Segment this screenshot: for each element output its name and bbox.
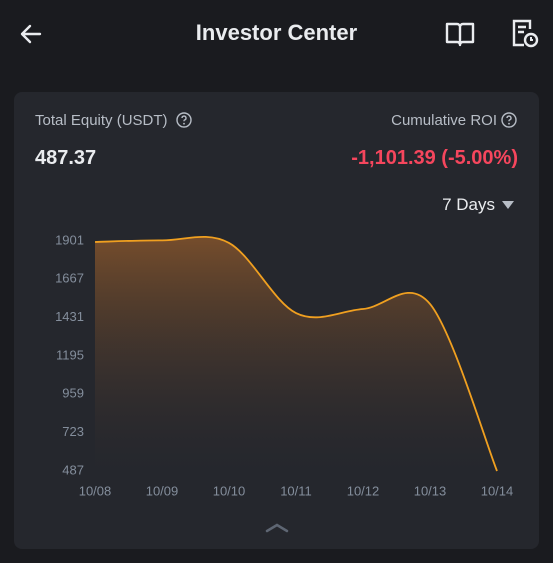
page-title: Investor Center [195, 20, 358, 45]
x-tick-label: 10/14 [481, 483, 514, 498]
history-icon[interactable] [510, 17, 540, 49]
x-tick-label: 10/08 [79, 483, 112, 498]
y-tick-label: 1667 [55, 270, 84, 285]
y-tick-label: 1901 [55, 232, 84, 247]
area [95, 236, 497, 471]
expand-chevron[interactable] [264, 522, 290, 534]
guide-icon[interactable] [444, 18, 476, 50]
x-tick-label: 10/12 [347, 483, 380, 498]
x-tick-label: 10/11 [280, 483, 312, 498]
help-icon[interactable] [175, 111, 193, 129]
y-tick-label: 1195 [56, 347, 84, 362]
period-selector[interactable]: 7 Days [442, 195, 495, 214]
roi-label: Cumulative ROI [391, 112, 497, 129]
back-button[interactable] [16, 19, 46, 49]
equity-value: 487.37 [35, 147, 97, 169]
y-tick-label: 959 [62, 386, 84, 401]
y-tick-label: 1431 [55, 309, 84, 324]
roi-value: -1,101.39 (-5.00%) [351, 147, 518, 169]
line [94, 236, 498, 472]
x-tick-label: 10/09 [146, 483, 179, 498]
dropdown-arrow[interactable] [501, 200, 515, 210]
help-icon[interactable] [500, 111, 518, 129]
equity-label: Total Equity (USDT) [35, 112, 168, 129]
y-tick-label: 487 [62, 462, 84, 477]
x-tick-label: 10/13 [414, 483, 447, 498]
y-tick-label: 723 [62, 424, 84, 439]
x-tick-label: 10/10 [213, 483, 246, 498]
